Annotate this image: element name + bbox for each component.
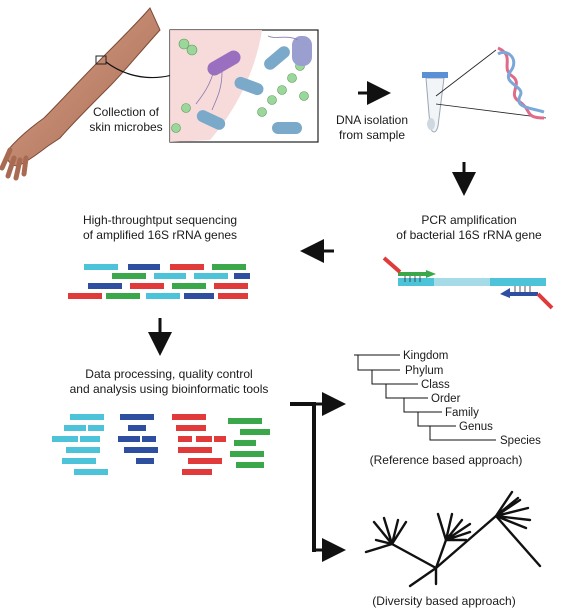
rank-phylum: Phylum [405, 365, 443, 377]
clustered-reads [52, 414, 270, 475]
taxonomy-tree [354, 354, 496, 441]
diversity-tree [364, 490, 542, 588]
arm-illustration [0, 7, 189, 181]
reference-approach-caption: (Reference based approach) [369, 453, 523, 467]
rank-species: Species [500, 435, 541, 447]
rank-order: Order [431, 393, 461, 405]
sequencing-reads [68, 264, 250, 299]
rank-class: Class [421, 379, 450, 391]
dna-isolation-label: DNA isolation from sample [335, 113, 409, 142]
rank-genus: Genus [459, 421, 493, 433]
collection-label: Collection of skin microbes [89, 105, 163, 134]
rank-family: Family [445, 407, 479, 419]
processing-label: Data processing, quality control and ana… [69, 367, 269, 396]
rank-kingdom: Kingdom [403, 350, 448, 362]
sequencing-label: High-throughtput sequencing of amplified… [82, 213, 238, 242]
pcr-illustration [382, 256, 554, 310]
analysis-branch-arrows [290, 392, 346, 562]
diversity-approach-caption: (Diversity based approach) [372, 594, 516, 608]
pcr-label: PCR amplification of bacterial 16S rRNA … [396, 213, 542, 242]
microbe-panel [169, 29, 319, 143]
sample-site-marker [95, 55, 107, 65]
dna-tube-illustration [422, 46, 547, 133]
